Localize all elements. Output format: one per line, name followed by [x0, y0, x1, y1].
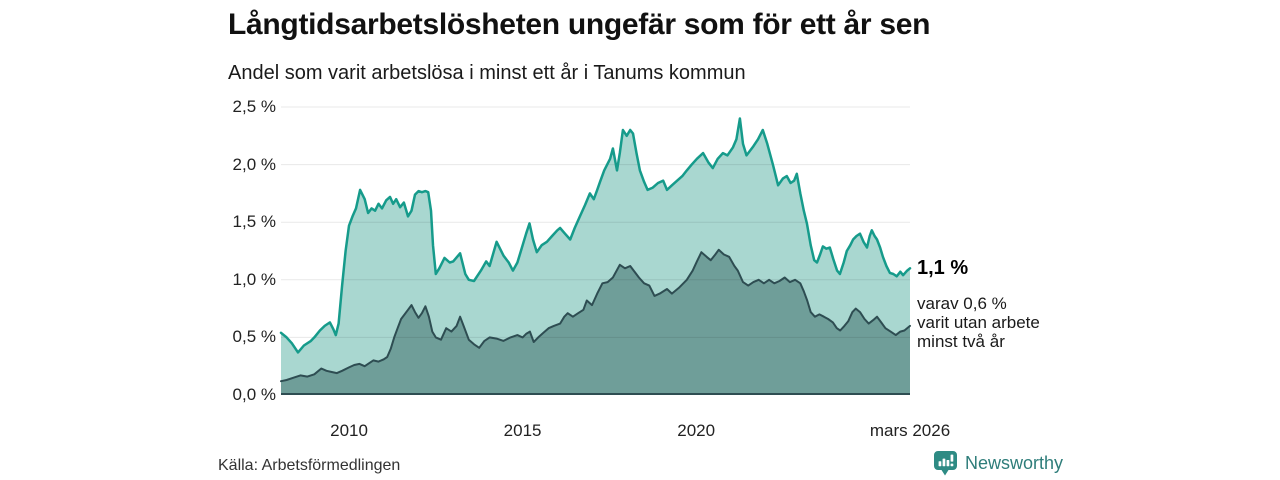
x-tick-label: 2020: [677, 421, 716, 440]
page-title: Långtidsarbetslösheten ungefär som för e…: [228, 8, 931, 41]
y-tick-label: 0,5 %: [232, 327, 276, 347]
x-tick-label: mars 2026: [869, 421, 951, 440]
y-tick-label: 2,0 %: [232, 154, 276, 174]
latest-value-label: 1,1 %: [917, 257, 969, 279]
y-tick-label: 1,5 %: [232, 212, 276, 232]
annotation-note: varav 0,6 % varit utan arbete minst två …: [917, 294, 1040, 351]
source-text: Källa: Arbetsförmedlingen: [218, 457, 401, 474]
newsworthy-logo: Newsworthy: [933, 449, 1063, 477]
area-minst-tva-ar-fill: [281, 249, 910, 395]
y-tick-label: 0,0 %: [232, 385, 276, 404]
line-minst-ett-ar: [279, 117, 912, 354]
gridlines: [281, 106, 910, 338]
newsworthy-logo-icon: [934, 450, 957, 475]
y-tick-label: 2,5 %: [232, 97, 276, 116]
area-chart: [279, 106, 912, 395]
y-tick-label: 1,0 %: [232, 269, 276, 289]
x-tick-label: 2010: [330, 421, 368, 440]
line-minst-tva-ar: [280, 248, 911, 383]
page-subtitle: Andel som varit arbetslösa i minst ett å…: [228, 62, 746, 84]
newsworthy-wordmark: Newsworthy: [965, 452, 1064, 473]
x-tick-label: 2015: [503, 421, 542, 440]
